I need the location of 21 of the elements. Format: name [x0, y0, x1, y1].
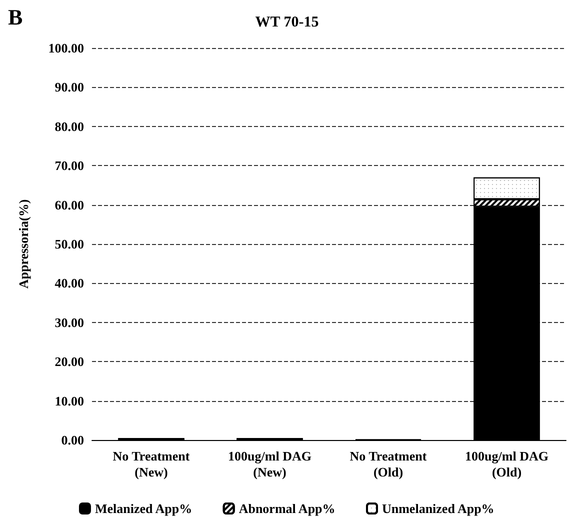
x-tick-label: No Treatment (New) [112, 448, 190, 480]
y-tick-label: 50.00 [54, 236, 84, 252]
x-tick-label: 100ug/ml DAG (New) [228, 448, 312, 480]
x-tick-label: No Treatment (Old) [350, 448, 428, 480]
y-tick-label: 0.00 [61, 432, 84, 448]
legend-label: Abnormal App% [238, 501, 336, 516]
y-tick-label: 70.00 [54, 158, 84, 174]
y-tick-label: 40.00 [54, 276, 84, 291]
y-tick-label: 100.00 [48, 40, 84, 56]
text: B [8, 4, 23, 30]
chart-title: WT 70-15 [255, 14, 319, 30]
y-tick-label: 90.00 [54, 80, 84, 95]
y-axis-title: Appressoria(%) [16, 199, 31, 289]
y-tick-label: 10.00 [54, 393, 84, 408]
y-tick-label: 80.00 [54, 118, 84, 134]
legend-label: Melanized App% [94, 501, 192, 516]
legend-label: Unmelanized App% [382, 501, 494, 516]
y-tick-label: 20.00 [54, 354, 84, 370]
x-tick-label: 100ug/ml DAG (Old) [465, 448, 548, 480]
y-tick-label: 30.00 [54, 314, 84, 330]
y-tick-label: 60.00 [54, 197, 84, 212]
